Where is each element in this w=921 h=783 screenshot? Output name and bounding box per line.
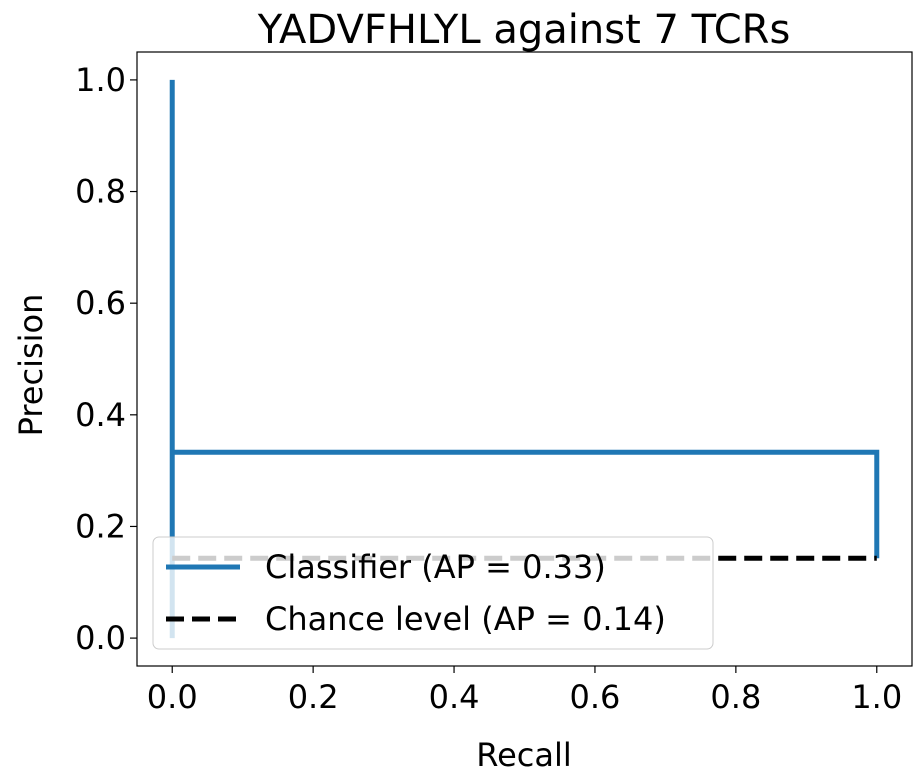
series-line-classifier [169,79,880,639]
legend: Classifier (AP = 0.33) Chance level (AP … [152,536,714,650]
y-axis: 0.0 0.2 0.4 0.6 0.8 1.0 [75,61,137,657]
y-tick-label: 0.4 [75,396,126,434]
legend-label-classifier: Classifier (AP = 0.33) [265,548,606,586]
x-tick-label: 0.8 [710,678,761,716]
legend-label-chance-level: Chance level (AP = 0.14) [265,600,666,638]
y-tick-label: 0.6 [75,284,126,322]
x-tick-label: 1.0 [851,678,902,716]
x-tick-label: 0.6 [570,678,621,716]
legend-frame [152,536,714,650]
y-tick-label: 0.0 [75,619,126,657]
y-tick-label: 0.8 [75,173,126,211]
plot-frame [136,51,913,667]
x-tick-label: 0.4 [429,678,480,716]
x-axis: 0.0 0.2 0.4 0.6 0.8 1.0 [147,666,902,716]
x-axis-label: Recall [476,736,571,774]
y-tick-label: 1.0 [75,61,126,99]
x-tick-label: 0.2 [288,678,339,716]
x-tick-label: 0.0 [147,678,198,716]
y-axis-label: Precision [12,294,50,437]
chart-title: YADVFHLYL against 7 TCRs [257,7,791,53]
y-tick-label: 0.2 [75,507,126,545]
